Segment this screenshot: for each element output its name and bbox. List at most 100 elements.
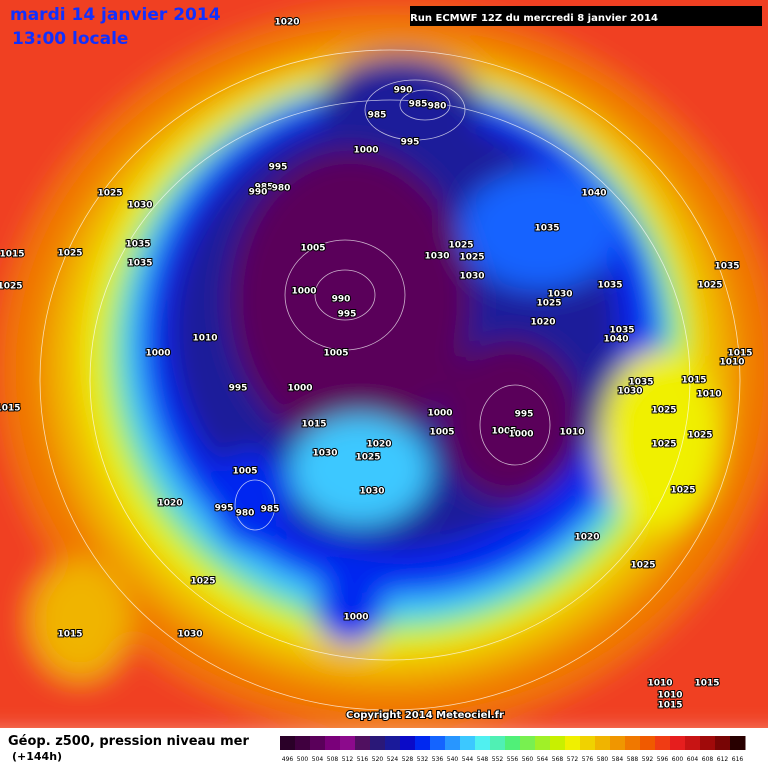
colorbar-label: 604 (687, 756, 699, 763)
isobar-label: 1025 (651, 406, 676, 416)
colorbar-cell (715, 736, 731, 750)
colorbar-cell (610, 736, 626, 750)
lead-time: (+144h) (12, 750, 62, 763)
isobar-label: 990 (332, 295, 351, 305)
colorbar-label: 508 (327, 756, 339, 763)
isobar-label: 1025 (459, 253, 484, 263)
colorbar-label: 584 (612, 756, 624, 763)
colorbar-cell (385, 736, 401, 750)
colorbar-label: 540 (447, 756, 459, 763)
isobar-label: 1015 (657, 701, 682, 711)
isobar-label: 1020 (366, 440, 391, 450)
isobar-label: 1005 (323, 349, 348, 359)
colorbar-cell (415, 736, 431, 750)
colorbar-cell (685, 736, 701, 750)
isobar-label: 1005 (300, 244, 325, 254)
isobar-label: 1030 (359, 487, 384, 497)
colorbar-cell (490, 736, 506, 750)
isobar-label: 995 (338, 310, 357, 320)
colorbar-cell (355, 736, 371, 750)
isobar-label: 1010 (719, 358, 744, 368)
date: mardi 14 janvier 2014 (10, 5, 221, 25)
isobar-label: 1020 (274, 18, 299, 28)
colorbar-cell (325, 736, 341, 750)
colorbar-cell (310, 736, 326, 750)
isobar-label: 1000 (427, 409, 452, 419)
isobar-label: 1025 (0, 282, 23, 292)
colorbar-label: 504 (312, 756, 324, 763)
colorbar-cell (445, 736, 461, 750)
isobar-label: 1035 (628, 378, 653, 388)
isobar-label: 1005 (429, 428, 454, 438)
isobar-label: 1035 (127, 259, 152, 269)
run-info: Run ECMWF 12Z du mercredi 8 janvier 2014 (410, 13, 658, 24)
isobar-label: 1005 (232, 467, 257, 477)
isobar-label: 985 (255, 183, 274, 193)
colorbar-label: 588 (627, 756, 639, 763)
colorbar-label: 580 (597, 756, 609, 763)
isobar-label: 985 (409, 100, 428, 110)
colorbar-label: 520 (372, 756, 384, 763)
colorbar-label: 600 (672, 756, 684, 763)
isobar-label: 1035 (534, 224, 559, 234)
isobar-label: 1015 (57, 630, 82, 640)
isobar-label: 1025 (651, 440, 676, 450)
colorbar-cell (640, 736, 656, 750)
colorbar-cell (280, 736, 296, 750)
isobar-label: 1025 (97, 189, 122, 199)
isobar-label: 1025 (630, 561, 655, 571)
colorbar-cell (550, 736, 566, 750)
colorbar-label: 616 (732, 756, 744, 763)
colorbar-cell (535, 736, 551, 750)
colorbar-cell (670, 736, 686, 750)
isobar-label: 1030 (177, 630, 202, 640)
isobar-label: 1025 (190, 577, 215, 587)
colorbar-cell (580, 736, 596, 750)
time: 13:00 locale (12, 29, 128, 49)
copyright: Copyright 2014 Meteociel.fr (346, 710, 504, 721)
colorbar-cell (655, 736, 671, 750)
isobar-label: 1025 (697, 281, 722, 291)
isobar-label: 980 (236, 509, 255, 519)
colorbar-label: 528 (402, 756, 414, 763)
isobars (39, 49, 741, 711)
colorbar-cell (370, 736, 386, 750)
isobar-label: 1020 (574, 533, 599, 543)
isobar-label: 995 (401, 138, 420, 148)
isobar-label: 990 (394, 86, 413, 96)
isobar-label: 995 (215, 504, 234, 514)
colorbar-cell (700, 736, 716, 750)
colorbar-label: 548 (477, 756, 489, 763)
colorbar-cell (730, 736, 746, 750)
colorbar-cell (520, 736, 536, 750)
isobar-label: 1000 (287, 384, 312, 394)
isobar-label: 1030 (127, 201, 152, 211)
colorbar-cell (505, 736, 521, 750)
isobar-label: 1000 (343, 613, 368, 623)
colorbar-label: 612 (717, 756, 729, 763)
geopotential-field (0, 0, 768, 740)
isobar-label: 1015 (0, 250, 25, 260)
isobar-label: 995 (229, 384, 248, 394)
colorbar-label: 512 (342, 756, 354, 763)
isobar-label: 1025 (687, 431, 712, 441)
colorbar-label: 524 (387, 756, 399, 763)
isobar-label: 1000 (353, 146, 378, 156)
colorbar-label: 496 (282, 756, 294, 763)
isobar-label: 1030 (459, 272, 484, 282)
colorbar-cell (295, 736, 311, 750)
colorbar-cell (625, 736, 641, 750)
isobar-label: 1015 (681, 376, 706, 386)
isobar-label: 980 (272, 184, 291, 194)
isobar-label: 1010 (657, 691, 682, 701)
isobar-label: 985 (261, 505, 280, 515)
isobar-label: 1035 (125, 240, 150, 250)
colorbar-cell (595, 736, 611, 750)
isobar-label: 1020 (157, 499, 182, 509)
isobar-label: 1030 (424, 252, 449, 262)
isobar-label: 980 (428, 102, 447, 112)
colorbar-label: 500 (297, 756, 309, 763)
isobar-label: 1030 (312, 449, 337, 459)
